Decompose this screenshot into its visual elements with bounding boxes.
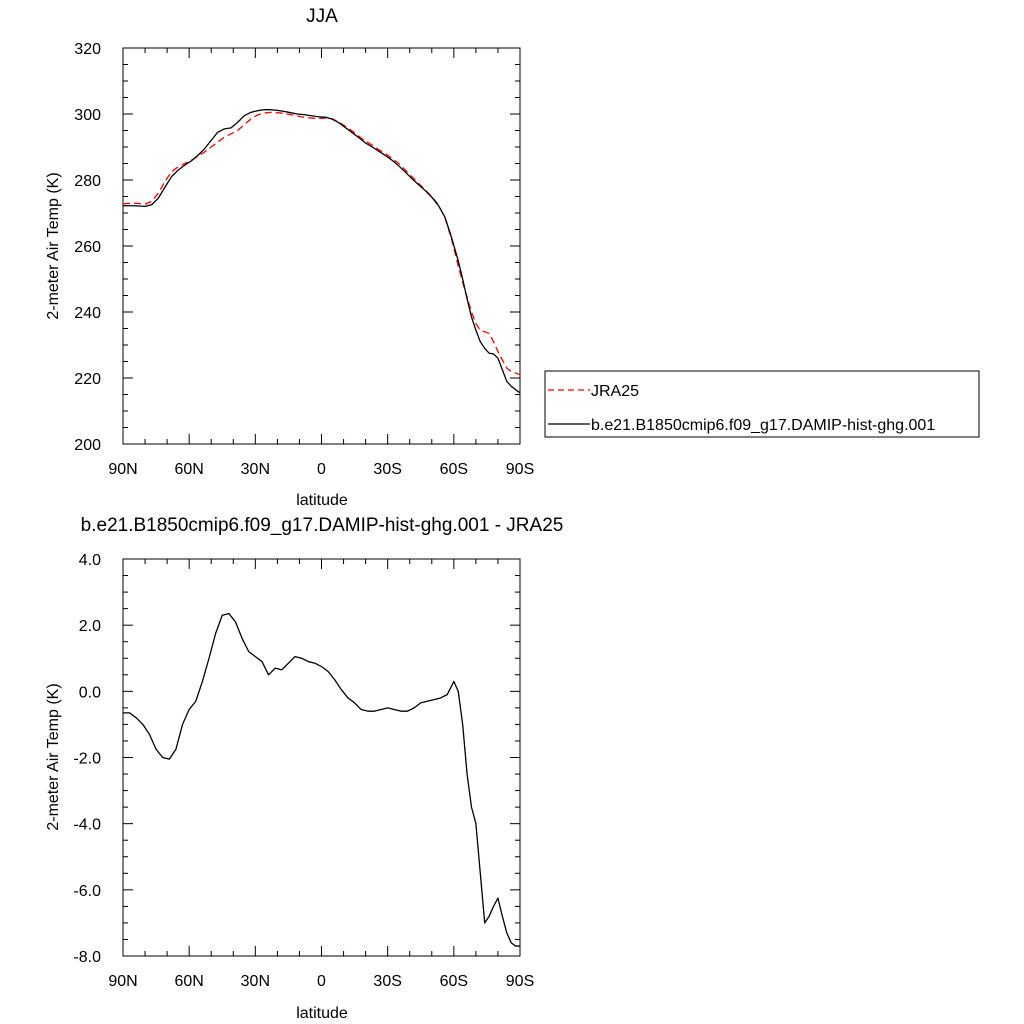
x-tick-label: 60S xyxy=(440,973,468,990)
bottom-chart-title: b.e21.B1850cmip6.f09_g17.DAMIP-hist-ghg.… xyxy=(81,515,564,536)
y-tick-label: 260 xyxy=(74,239,101,256)
bottom-x-axis-label: latitude xyxy=(296,1005,348,1022)
series-line-jra25 xyxy=(122,111,521,376)
series-line-b-e21-b1850cmip6-f09-g17-damip-hist-ghg-001 xyxy=(123,109,521,394)
y-tick-label: 200 xyxy=(74,437,101,454)
y-tick-label: -6.0 xyxy=(73,883,101,900)
bottom-chart: b.e21.B1850cmip6.f09_g17.DAMIP-hist-ghg.… xyxy=(45,515,563,1022)
y-tick-label: 2.0 xyxy=(79,618,101,635)
x-tick-label: 90N xyxy=(108,461,137,478)
top-chart-title: JJA xyxy=(306,6,338,27)
y-tick-label: 320 xyxy=(74,41,101,58)
bottom-plot-frame xyxy=(122,558,521,957)
top-plot-frame xyxy=(122,47,521,445)
legend-label-jra25: JRA25 xyxy=(591,383,639,400)
top-x-axis-label: latitude xyxy=(296,492,348,509)
x-tick-label: 0 xyxy=(317,973,326,990)
series-line-difference xyxy=(123,612,520,947)
y-tick-label: 300 xyxy=(74,107,101,124)
y-tick-label: 220 xyxy=(74,371,101,388)
top-y-axis-label: 2-meter Air Temp (K) xyxy=(45,172,62,319)
bottom-y-axis-label: 2-meter Air Temp (K) xyxy=(45,683,62,830)
x-tick-label: 30S xyxy=(373,461,401,478)
y-tick-label: -2.0 xyxy=(73,751,101,768)
x-tick-label: 30S xyxy=(373,973,401,990)
y-tick-label: 280 xyxy=(74,173,101,190)
x-tick-label: 30N xyxy=(241,461,270,478)
x-tick-label: 60N xyxy=(174,461,203,478)
legend-box xyxy=(544,370,980,438)
y-tick-label: 4.0 xyxy=(79,552,101,569)
legend-label-model: b.e21.B1850cmip6.f09_g17.DAMIP-hist-ghg.… xyxy=(591,417,935,434)
x-tick-label: 90S xyxy=(506,461,534,478)
x-tick-label: 60N xyxy=(174,973,203,990)
y-tick-label: 240 xyxy=(74,305,101,322)
x-tick-label: 60S xyxy=(440,461,468,478)
x-tick-label: 90S xyxy=(506,973,534,990)
y-tick-label: 0.0 xyxy=(79,684,101,701)
top-chart: JJA 90N 60N 30N 0 30S 60S 90S 200 220 240 260 280 30… xyxy=(45,6,534,509)
x-tick-label: 90N xyxy=(108,973,137,990)
y-tick-label: -8.0 xyxy=(73,949,101,966)
legend: JRA25 b.e21.B1850cmip6.f09_g17.DAMIP-his… xyxy=(544,370,980,438)
y-tick-label: -4.0 xyxy=(73,817,101,834)
x-tick-label: 30N xyxy=(241,973,270,990)
x-tick-label: 0 xyxy=(317,461,326,478)
